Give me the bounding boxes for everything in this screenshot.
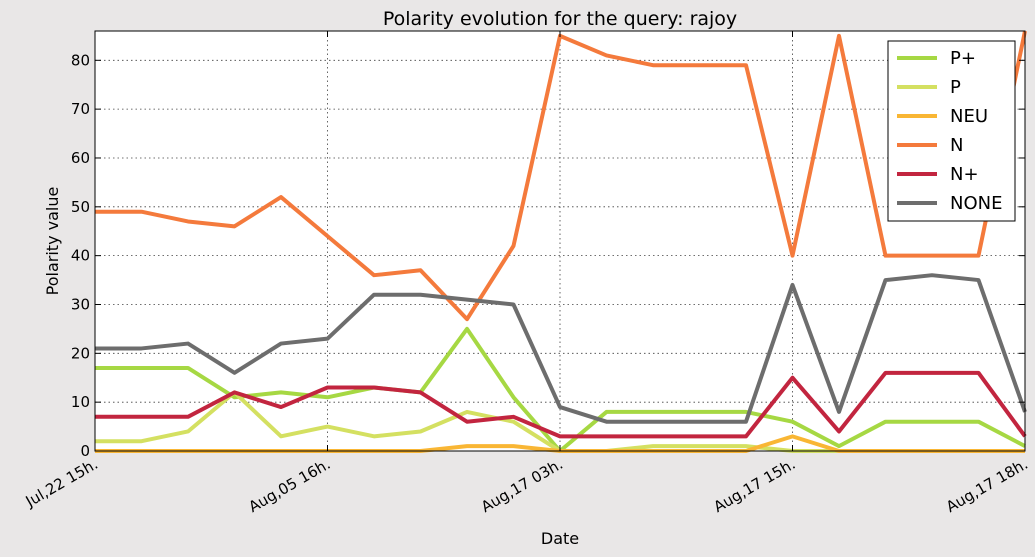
- y-tick-label: 70: [71, 100, 90, 118]
- x-tick-label: Aug,05 16h.: [245, 455, 333, 516]
- legend-label: NEU: [950, 106, 988, 127]
- x-tick-label: Aug,17 03h.: [478, 455, 566, 516]
- y-tick-label: 10: [71, 393, 90, 411]
- plot-background: [95, 31, 1025, 451]
- y-tick-label: 0: [80, 442, 90, 460]
- legend-label: P+: [950, 48, 976, 69]
- y-axis-title: Polarity value: [43, 187, 62, 296]
- y-tick-label: 40: [71, 247, 90, 265]
- y-tick-label: 30: [71, 295, 90, 313]
- y-tick-label: 60: [71, 149, 90, 167]
- legend-label: NONE: [950, 193, 1002, 214]
- grid: [95, 31, 1025, 451]
- x-axis-title: Date: [541, 529, 579, 548]
- y-tick-label: 20: [71, 344, 90, 362]
- x-tick-label: Aug,17 15h.: [710, 455, 798, 516]
- series-line-n-plus: [95, 370, 1027, 439]
- x-tick-label: Jul,22 15h.: [22, 455, 101, 511]
- legend-box: [887, 40, 1016, 222]
- legend-label: P: [950, 77, 961, 98]
- chart-title: Polarity evolution for the query: rajoy: [383, 8, 737, 30]
- legend: P+ P NEU N N+ NONE: [887, 40, 1016, 222]
- series-line-none: [95, 273, 1027, 424]
- legend-label: N: [950, 135, 963, 156]
- x-tick-label: Aug,17 18h.: [943, 455, 1031, 516]
- legend-label: N+: [950, 164, 979, 185]
- y-tick-label: 80: [71, 51, 90, 69]
- y-tick-label: 50: [71, 198, 90, 216]
